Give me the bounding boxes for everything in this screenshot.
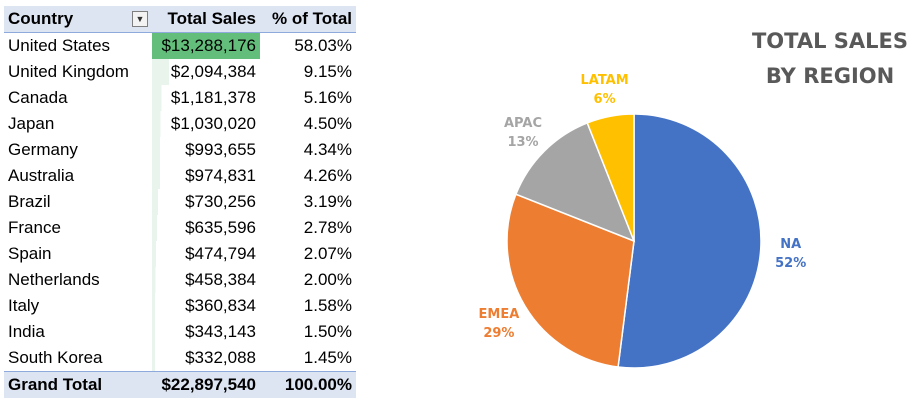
sales-cell: $13,288,176 [152,32,260,59]
pct-cell: 58.03% [294,36,352,55]
table-row[interactable]: United States $13,288,176 58.03% [4,32,356,59]
table-row[interactable]: France $635,596 2.78% [4,215,356,241]
chart-title-line-1: TOTAL SALES [751,29,909,53]
country-cell: Australia [8,166,75,185]
sales-cell: $343,143 [152,319,260,345]
table-row[interactable]: Germany $993,655 4.34% [4,137,356,163]
pct-cell: 3.19% [303,192,352,211]
pivot-table: Country ▼ Total Sales % of Total United … [4,6,356,398]
sales-cell: $1,030,020 [152,111,260,137]
sales-cell: $993,655 [152,137,260,163]
pct-cell: 2.78% [303,218,352,237]
table-row[interactable]: South Korea $332,088 1.45% [4,345,356,372]
pie-label-name: NA [780,237,801,252]
country-cell: Netherlands [8,270,100,289]
pct-cell: 5.16% [303,88,352,107]
pct-column-header[interactable]: % of Total [260,6,356,33]
table-row[interactable]: Japan $1,030,020 4.50% [4,111,356,137]
table-header-row: Country ▼ Total Sales % of Total [4,6,356,33]
pie-label-value: 29% [483,326,514,341]
pct-cell: 4.50% [303,114,352,133]
country-cell: United Kingdom [8,62,129,81]
table-row[interactable]: Brazil $730,256 3.19% [4,189,356,215]
pie-label-na: NA 52% [775,237,806,271]
sales-cell: $458,384 [152,267,260,293]
pie-slice-apac[interactable] [514,121,636,243]
pie-label-value: 6% [594,92,616,107]
table-row[interactable]: Canada $1,181,378 5.16% [4,85,356,111]
table-row[interactable]: Spain $474,794 2.07% [4,241,356,267]
pie-slice-latam[interactable] [586,113,635,242]
table-row[interactable]: United Kingdom $2,094,384 9.15% [4,59,356,85]
pct-cell: 2.07% [303,244,352,263]
grand-total-row: Grand Total $22,897,540 100.00% [4,371,356,398]
pct-cell: 1.58% [303,296,352,315]
pie-label-value: 52% [775,256,806,271]
chart-title-line-2: BY REGION [765,64,895,88]
sales-cell: $974,831 [152,163,260,189]
grand-total-pct: 100.00% [260,371,356,398]
pie-label-name: LATAM [580,73,628,88]
pie-label-value: 13% [507,135,538,150]
sales-cell: $2,094,384 [152,59,260,85]
country-cell: Brazil [8,192,51,211]
sales-cell: $730,256 [152,189,260,215]
pie-slice-na[interactable] [617,113,762,369]
table-row[interactable]: Australia $974,831 4.26% [4,163,356,189]
pct-cell: 1.50% [303,322,352,341]
pie-label-latam: LATAM 6% [580,73,628,107]
country-cell: Japan [8,114,55,133]
sales-cell: $332,088 [152,345,260,372]
pie-label-emea: EMEA 29% [479,307,520,341]
sales-column-header[interactable]: Total Sales [152,6,260,33]
country-cell: Spain [8,244,52,263]
table-row[interactable]: India $343,143 1.50% [4,319,356,345]
country-cell: South Korea [8,348,103,367]
filter-sort-icon[interactable]: ▼ [132,11,148,27]
sales-cell: $474,794 [152,241,260,267]
country-cell: Italy [8,296,40,315]
country-cell: India [8,322,45,341]
country-column-header[interactable]: Country ▼ [4,6,152,33]
pct-cell: 1.45% [303,348,352,367]
chart-title: TOTAL SALES BY REGION [745,24,915,94]
country-header-label: Country [8,9,74,28]
country-cell: United States [8,36,111,55]
pie-slice-emea[interactable] [506,193,635,368]
pct-cell: 4.26% [303,166,352,185]
pie-label-name: EMEA [479,307,520,322]
sales-cell: $635,596 [152,215,260,241]
table-row[interactable]: Italy $360,834 1.58% [4,293,356,319]
pct-cell: 2.00% [303,270,352,289]
pct-cell: 4.34% [303,140,352,159]
grand-total-label: Grand Total [4,371,152,398]
country-cell: Germany [8,140,78,159]
table-body: United States $13,288,176 58.03% United Kin… [4,32,356,372]
sales-cell: $360,834 [152,293,260,319]
pie-label-apac: APAC 13% [504,116,542,150]
grand-total-sales: $22,897,540 [152,371,260,398]
pie-label-name: APAC [504,116,542,131]
pct-cell: 9.15% [303,62,352,81]
table-row[interactable]: Netherlands $458,384 2.00% [4,267,356,293]
sales-cell: $1,181,378 [152,85,260,111]
country-cell: Canada [8,88,68,107]
country-cell: France [8,218,61,237]
